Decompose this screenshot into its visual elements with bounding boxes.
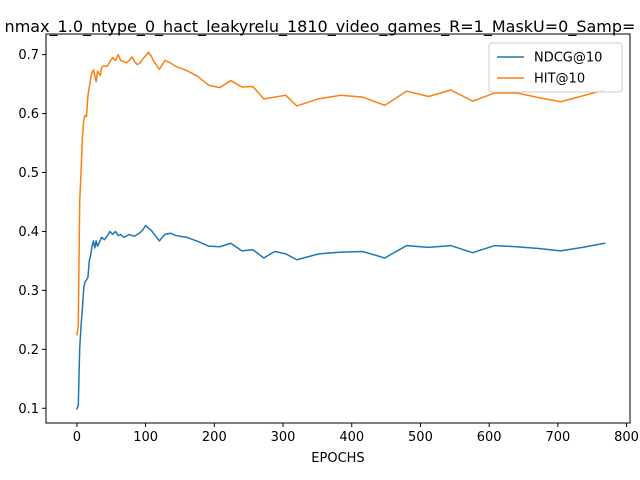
- x-tick-label: 700: [545, 430, 570, 445]
- y-tick-label: 0.3: [18, 284, 39, 299]
- series-layer: [75, 51, 606, 410]
- x-axis: 0 100 200 300 400 500 600 700 800: [73, 423, 639, 445]
- legend: NDCG@10 HIT@10: [488, 42, 623, 93]
- y-axis: 0.1 0.2 0.3 0.4 0.5 0.6 0.7: [18, 48, 46, 417]
- x-tick-label: 500: [408, 430, 433, 445]
- series-line-0: [75, 224, 606, 410]
- legend-box: [488, 42, 623, 93]
- legend-label-0: NDCG@10: [534, 51, 602, 66]
- x-tick-label: 600: [477, 430, 502, 445]
- y-tick-label: 0.2: [18, 343, 39, 358]
- chart-title: nmax_1.0_ntype_0_hact_leakyrelu_1810_vid…: [5, 17, 636, 37]
- x-tick-label: 400: [339, 430, 364, 445]
- x-tick-label: 100: [133, 430, 158, 445]
- y-tick-label: 0.4: [18, 225, 39, 240]
- legend-label-1: HIT@10: [534, 72, 585, 87]
- series-line-1: [76, 51, 606, 336]
- y-tick-label: 0.5: [18, 166, 39, 181]
- y-tick-label: 0.1: [18, 402, 39, 417]
- x-axis-label: EPOCHS: [311, 451, 364, 466]
- x-tick-label: 300: [271, 430, 296, 445]
- y-tick-label: 0.6: [18, 107, 39, 122]
- y-tick-label: 0.7: [18, 48, 39, 63]
- plot-frame: [45, 33, 631, 424]
- x-tick-label: 200: [202, 430, 227, 445]
- x-tick-label: 0: [73, 430, 81, 445]
- x-tick-label: 800: [614, 430, 639, 445]
